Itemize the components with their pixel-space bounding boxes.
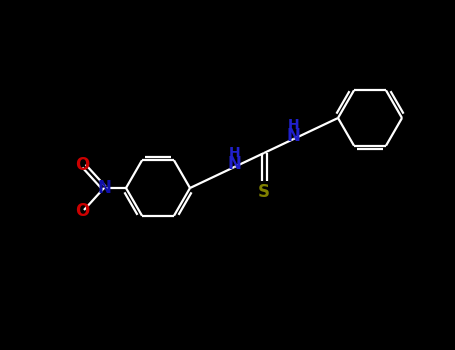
Text: H: H <box>288 118 299 132</box>
Text: O: O <box>75 202 89 220</box>
Text: N: N <box>97 179 111 197</box>
Text: N: N <box>287 127 301 145</box>
Text: H: H <box>228 146 240 160</box>
Text: N: N <box>228 155 241 173</box>
Text: O: O <box>75 156 89 174</box>
Text: S: S <box>258 183 270 201</box>
